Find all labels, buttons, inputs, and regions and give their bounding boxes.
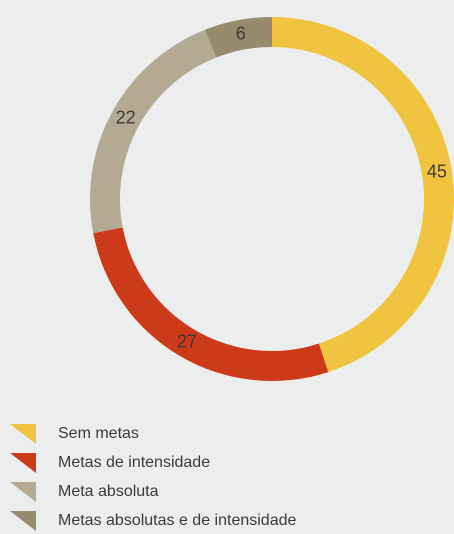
legend-swatch	[10, 511, 36, 531]
legend-label: Meta absoluta	[58, 483, 159, 500]
legend-label: Metas absolutas e de intensidade	[58, 512, 296, 529]
legend-swatch	[10, 482, 36, 502]
legend-swatch	[10, 453, 36, 473]
data-label: 27	[177, 331, 197, 351]
donut-segment	[93, 227, 329, 382]
data-label: 6	[236, 24, 246, 44]
donut-segment	[205, 17, 272, 58]
data-label: 22	[116, 107, 136, 127]
legend-label: Metas de intensidade	[58, 454, 210, 471]
legend-label: Sem metas	[58, 425, 139, 442]
legend-swatch	[10, 424, 36, 444]
donut-segment	[272, 17, 454, 373]
data-label: 45	[427, 162, 447, 182]
donut-segment	[89, 29, 217, 234]
